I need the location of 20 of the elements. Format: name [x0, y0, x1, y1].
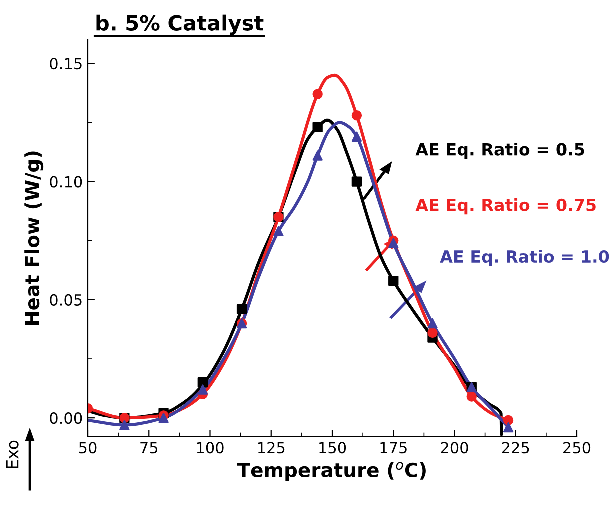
- x-tick-label: 100: [197, 442, 224, 454]
- text: AE Eq. Ratio = 0.5: [416, 142, 584, 160]
- y-tick-label: 0.00: [50, 412, 82, 424]
- text: Exo: [6, 440, 19, 468]
- x-tick-label: 225: [502, 442, 530, 454]
- x-tick-label: 250: [564, 442, 591, 454]
- x-tick-label: 200: [441, 442, 468, 454]
- chart-title: b. 5% Catalyst: [96, 14, 264, 36]
- y-tick-label: 0.15: [50, 58, 82, 70]
- series-label: AE Eq. Ratio = 0.75: [416, 198, 596, 215]
- y-tick-label: 0.10: [50, 176, 82, 188]
- x-axis-title: Temperature ($^{o}$C): [237, 462, 426, 482]
- x-tick-label: 175: [380, 442, 407, 454]
- y-tick-label: 0.05: [50, 294, 82, 306]
- x-tick-label: 75: [140, 442, 158, 454]
- x-tick-label: 50: [79, 442, 97, 454]
- y-axis-title: Heat Flow (W/g): [24, 152, 44, 326]
- series-label: AE Eq. Ratio = 1.0: [440, 250, 610, 266]
- x-tick-label: 150: [320, 442, 346, 454]
- x-tick-label: 125: [258, 442, 285, 454]
